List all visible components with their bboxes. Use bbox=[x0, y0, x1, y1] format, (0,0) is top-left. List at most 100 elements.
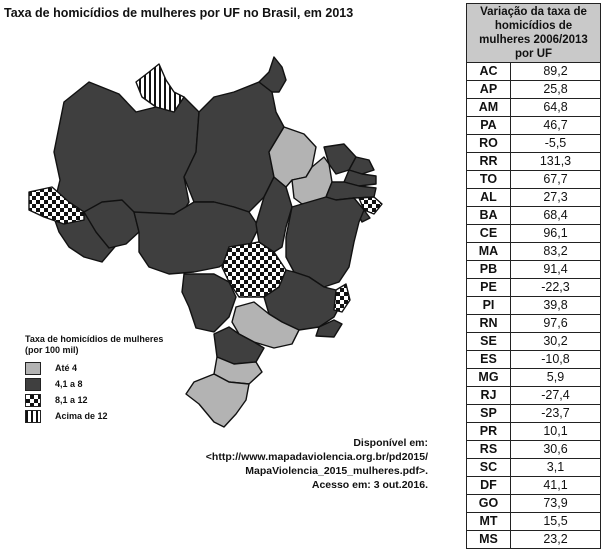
value-cell: -23,7 bbox=[509, 404, 602, 423]
value-cell: 23,2 bbox=[509, 530, 602, 549]
uf-cell: RJ bbox=[466, 386, 511, 405]
table-row: AL 27,3 bbox=[466, 188, 602, 207]
table-row: CE 96,1 bbox=[466, 224, 602, 243]
value-cell: 27,3 bbox=[509, 188, 602, 207]
table-row: PI 39,8 bbox=[466, 296, 602, 315]
uf-cell: MG bbox=[466, 368, 511, 387]
source-citation: Disponível em: <http://www.mapadaviolenc… bbox=[150, 436, 428, 492]
value-cell: 97,6 bbox=[509, 314, 602, 333]
table-row: AC 89,2 bbox=[466, 62, 602, 81]
table-row: MT 15,5 bbox=[466, 512, 602, 531]
legend-swatch-light-gray bbox=[25, 362, 41, 375]
table-row: PA 46,7 bbox=[466, 116, 602, 135]
uf-cell: PA bbox=[466, 116, 511, 135]
value-cell: 30,6 bbox=[509, 440, 602, 459]
table-row: MA 83,2 bbox=[466, 242, 602, 261]
uf-cell: RO bbox=[466, 134, 511, 153]
table-row: ES -10,8 bbox=[466, 350, 602, 369]
value-cell: 5,9 bbox=[509, 368, 602, 387]
state-rs bbox=[185, 373, 250, 428]
table-row: SP -23,7 bbox=[466, 404, 602, 423]
value-cell: 25,8 bbox=[509, 80, 602, 99]
uf-cell: MA bbox=[466, 242, 511, 261]
map-title: Taxa de homicídios de mulheres por UF no… bbox=[4, 6, 354, 20]
uf-cell: AC bbox=[466, 62, 511, 81]
table-row: RR 131,3 bbox=[466, 152, 602, 171]
value-cell: 10,1 bbox=[509, 422, 602, 441]
source-access-line: Acesso em: 3 out.2016. bbox=[311, 479, 428, 491]
table-row: SE 30,2 bbox=[466, 332, 602, 351]
value-cell: -22,3 bbox=[509, 278, 602, 297]
table-row: RJ -27,4 bbox=[466, 386, 602, 405]
state-ap bbox=[258, 56, 287, 93]
table-row: DF 41,1 bbox=[466, 476, 602, 495]
value-cell: 39,8 bbox=[509, 296, 602, 315]
value-cell: -5,5 bbox=[509, 134, 602, 153]
state-rj bbox=[315, 319, 343, 338]
table-row: RS 30,6 bbox=[466, 440, 602, 459]
value-cell: 46,7 bbox=[509, 116, 602, 135]
value-cell: 30,2 bbox=[509, 332, 602, 351]
value-cell: 15,5 bbox=[509, 512, 602, 531]
value-cell: 91,4 bbox=[509, 260, 602, 279]
uf-cell: AL bbox=[466, 188, 511, 207]
table-row: MG 5,9 bbox=[466, 368, 602, 387]
state-rn bbox=[348, 156, 375, 175]
table-row: RN 97,6 bbox=[466, 314, 602, 333]
table-row: MS 23,2 bbox=[466, 530, 602, 549]
uf-cell: SP bbox=[466, 404, 511, 423]
uf-cell: TO bbox=[466, 170, 511, 189]
legend-swatch-dark-gray bbox=[25, 378, 41, 391]
uf-cell: PR bbox=[466, 422, 511, 441]
variation-table: Variação da taxa de homicídios de mulher… bbox=[466, 3, 602, 549]
brazil-map bbox=[28, 56, 383, 428]
source-url-line: <http://www.mapadaviolencia.org.br/pd201… bbox=[205, 451, 428, 463]
uf-cell: AP bbox=[466, 80, 511, 99]
state-sp bbox=[231, 301, 300, 349]
legend-label: Acima de 12 bbox=[55, 411, 108, 421]
uf-cell: RS bbox=[466, 440, 511, 459]
legend-subtitle: (por 100 mil) bbox=[25, 345, 79, 355]
uf-cell: PB bbox=[466, 260, 511, 279]
table-row: TO 67,7 bbox=[466, 170, 602, 189]
source-line: Disponível em: bbox=[353, 437, 428, 449]
legend-swatch-checkerboard bbox=[25, 394, 41, 407]
uf-cell: BA bbox=[466, 206, 511, 225]
table-row: RO -5,5 bbox=[466, 134, 602, 153]
uf-cell: SC bbox=[466, 458, 511, 477]
uf-cell: SE bbox=[466, 332, 511, 351]
uf-cell: DF bbox=[466, 476, 511, 495]
value-cell: 64,8 bbox=[509, 98, 602, 117]
uf-cell: PI bbox=[466, 296, 511, 315]
value-cell: 73,9 bbox=[509, 494, 602, 513]
state-ba bbox=[285, 196, 365, 288]
table-row: PE -22,3 bbox=[466, 278, 602, 297]
value-cell: 131,3 bbox=[509, 152, 602, 171]
state-ac bbox=[28, 186, 85, 225]
value-cell: 96,1 bbox=[509, 224, 602, 243]
uf-cell: ES bbox=[466, 350, 511, 369]
state-ms bbox=[181, 273, 237, 333]
legend-title: Taxa de homicídios de mulheres bbox=[25, 334, 164, 344]
uf-cell: PE bbox=[466, 278, 511, 297]
legend-swatch-vertical-stripes bbox=[25, 410, 41, 423]
legend: Taxa de homicídios de mulheres (por 100 … bbox=[25, 334, 163, 432]
table-row: GO 73,9 bbox=[466, 494, 602, 513]
uf-cell: AM bbox=[466, 98, 511, 117]
legend-label: 8,1 a 12 bbox=[55, 395, 88, 405]
table-row: AM 64,8 bbox=[466, 98, 602, 117]
uf-cell: GO bbox=[466, 494, 511, 513]
table-row: BA 68,4 bbox=[466, 206, 602, 225]
value-cell: -10,8 bbox=[509, 350, 602, 369]
table-row: PR 10,1 bbox=[466, 422, 602, 441]
uf-cell: MS bbox=[466, 530, 511, 549]
table-row: AP 25,8 bbox=[466, 80, 602, 99]
state-rr bbox=[135, 63, 185, 113]
state-es bbox=[333, 283, 351, 313]
value-cell: 41,1 bbox=[509, 476, 602, 495]
value-cell: 83,2 bbox=[509, 242, 602, 261]
table-row: SC 3,1 bbox=[466, 458, 602, 477]
source-file-line: MapaViolencia_2015_mulheres.pdf>. bbox=[245, 465, 428, 477]
value-cell: 3,1 bbox=[509, 458, 602, 477]
value-cell: 89,2 bbox=[509, 62, 602, 81]
